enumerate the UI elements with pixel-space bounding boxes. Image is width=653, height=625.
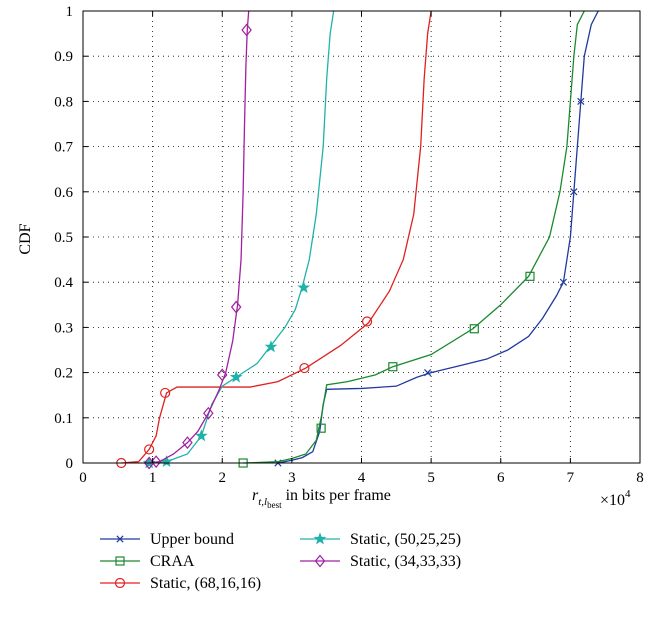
x-axis-label: rt,lbest in bits per frame xyxy=(252,487,391,510)
x-tick-label: 0 xyxy=(79,470,87,486)
series-2 xyxy=(116,10,432,469)
x-tick-label: 4 xyxy=(358,470,366,486)
data-point xyxy=(203,406,214,420)
y-tick-label: 0 xyxy=(66,456,74,472)
x-tick-label: 7 xyxy=(567,470,575,486)
data-point xyxy=(559,278,568,286)
legend-item: Static, (34,33,33) xyxy=(300,553,461,570)
legend-label: CRAA xyxy=(150,553,195,570)
data-point xyxy=(570,188,578,196)
data-point xyxy=(229,370,243,383)
y-axis-label: CDF xyxy=(17,223,34,254)
legend-marker xyxy=(115,556,125,566)
data-point xyxy=(144,444,155,455)
x-tick-label: 5 xyxy=(427,470,435,486)
legend-item: Static, (50,25,25) xyxy=(300,531,461,548)
x-axis-label-symbol: r xyxy=(252,487,259,504)
legend-marker xyxy=(116,535,124,543)
series-4 xyxy=(143,10,252,470)
y-tick-label: 0.5 xyxy=(54,230,73,246)
legend-label: Static, (50,25,25) xyxy=(350,531,461,548)
data-point xyxy=(525,271,535,281)
legend-label: Upper bound xyxy=(150,531,234,548)
series-3 xyxy=(142,10,335,469)
data-point xyxy=(361,316,373,327)
data-point xyxy=(264,340,278,353)
legend-item: CRAA xyxy=(100,553,195,570)
y-tick-label: 0.6 xyxy=(54,185,73,201)
x-tick-label: 8 xyxy=(636,470,644,486)
x-axis-label-suffix: in bits per frame xyxy=(282,487,391,504)
legend-marker xyxy=(314,554,326,568)
x-axis-label-subsubscript: best xyxy=(267,500,282,510)
x-axis-multiplier-base: ×10 xyxy=(600,492,625,509)
data-point xyxy=(230,300,242,314)
legend-label: Static, (34,33,33) xyxy=(350,553,461,570)
x-tick-label: 6 xyxy=(497,470,505,486)
x-axis-label-subscript: t,l xyxy=(258,496,267,508)
x-axis-multiplier-exponent: 4 xyxy=(625,488,631,500)
ticks: 0 1 2 3 4 5 6 7 8 0 0.1 0.2 0.3 0.4 0.5 0.6 0.7 0.8 0.9 1 xyxy=(54,4,644,486)
data-point xyxy=(195,429,208,442)
data-point xyxy=(241,23,252,37)
x-tick-label: 1 xyxy=(149,470,157,486)
y-tick-label: 1 xyxy=(66,4,74,20)
series-line xyxy=(277,10,599,464)
data-point xyxy=(469,324,479,334)
series-line xyxy=(121,10,432,464)
series-layer xyxy=(116,10,599,470)
legend-item: Static, (68,16,16) xyxy=(100,575,261,592)
legend-marker xyxy=(114,577,126,589)
legend: Upper bound CRAA Static, (68,16,16) Static,… xyxy=(100,531,461,592)
data-point xyxy=(316,423,326,433)
y-tick-label: 0.9 xyxy=(54,49,73,65)
series-line xyxy=(243,10,585,464)
x-axis-multiplier: ×104 xyxy=(600,488,631,509)
data-point xyxy=(160,387,171,399)
legend-item: Upper bound xyxy=(100,531,234,548)
data-point xyxy=(182,436,193,450)
data-point xyxy=(424,368,432,377)
x-tick-label: 2 xyxy=(219,470,227,486)
series-0 xyxy=(274,10,599,467)
data-point xyxy=(299,362,310,374)
y-tick-label: 0.8 xyxy=(54,94,73,110)
legend-label: Static, (68,16,16) xyxy=(150,575,261,592)
data-point xyxy=(388,362,398,372)
data-point xyxy=(216,368,228,382)
legend-marker xyxy=(313,532,327,545)
x-tick-label: 3 xyxy=(288,470,296,486)
series-1 xyxy=(238,10,585,468)
data-point xyxy=(297,280,311,293)
series-line xyxy=(149,10,250,464)
y-tick-label: 0.3 xyxy=(54,320,73,336)
y-tick-label: 0.4 xyxy=(54,275,73,291)
y-tick-label: 0.2 xyxy=(54,366,73,382)
data-point xyxy=(577,97,585,106)
y-tick-label: 0.1 xyxy=(54,411,73,427)
y-tick-label: 0.7 xyxy=(54,140,73,156)
